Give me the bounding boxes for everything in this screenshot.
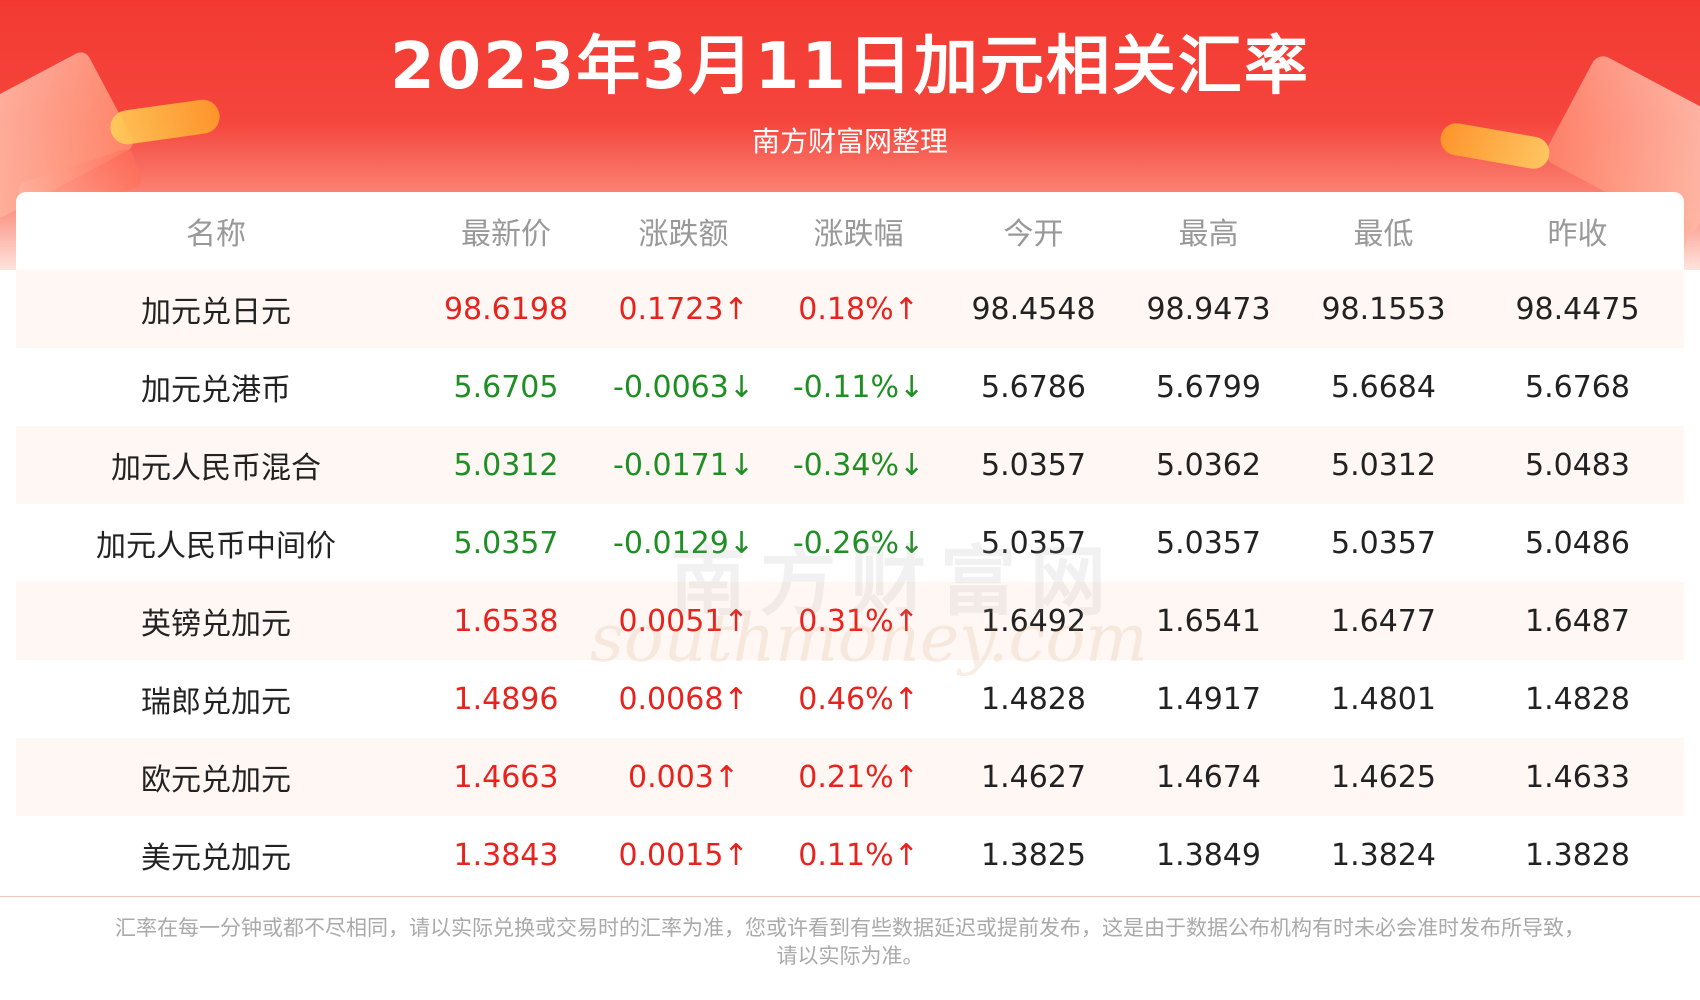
cell-open: 1.3825	[946, 816, 1121, 894]
cell-prev-close: 5.6768	[1471, 348, 1684, 426]
cell-low: 98.1553	[1296, 270, 1471, 348]
cell-high: 5.0362	[1121, 426, 1296, 504]
cell-high: 1.4674	[1121, 738, 1296, 816]
cell-high: 1.4917	[1121, 660, 1296, 738]
cell-prev-close: 1.4633	[1471, 738, 1684, 816]
cell-prev-close: 98.4475	[1471, 270, 1684, 348]
column-header-low: 最低	[1296, 192, 1471, 270]
cell-change-pct: 0.11%↑	[771, 816, 946, 894]
cell-open: 1.4828	[946, 660, 1121, 738]
cell-high: 5.6799	[1121, 348, 1296, 426]
cell-prev-close: 1.3828	[1471, 816, 1684, 894]
cell-change: 0.0068↑	[596, 660, 771, 738]
cell-latest: 1.6538	[416, 582, 596, 660]
cell-change: 0.003↑	[596, 738, 771, 816]
cell-latest: 1.3843	[416, 816, 596, 894]
cell-name: 美元兑加元	[16, 816, 416, 894]
cell-low: 1.4625	[1296, 738, 1471, 816]
cell-low: 5.0312	[1296, 426, 1471, 504]
cell-change: 0.1723↑	[596, 270, 771, 348]
cell-name: 加元人民币混合	[16, 426, 416, 504]
cell-name: 瑞郎兑加元	[16, 660, 416, 738]
cell-name: 加元人民币中间价	[16, 504, 416, 582]
exchange-rate-table: 名称 最新价 涨跌额 涨跌幅 今开 最高 最低 昨收 加元兑日元 98.6198 0…	[16, 192, 1684, 894]
cell-change: -0.0063↓	[596, 348, 771, 426]
table-row: 加元兑日元 98.6198 0.1723↑ 0.18%↑ 98.4548 98.9473 9…	[16, 270, 1684, 348]
cell-low: 1.6477	[1296, 582, 1471, 660]
footer-divider	[0, 896, 1700, 897]
cell-low: 1.4801	[1296, 660, 1471, 738]
page-subtitle: 南方财富网整理	[0, 122, 1700, 162]
cell-high: 1.3849	[1121, 816, 1296, 894]
cell-high: 5.0357	[1121, 504, 1296, 582]
column-header-open: 今开	[946, 192, 1121, 270]
table-row: 瑞郎兑加元 1.4896 0.0068↑ 0.46%↑ 1.4828 1.4917 1.48…	[16, 660, 1684, 738]
column-header-change: 涨跌额	[596, 192, 771, 270]
cell-latest: 98.6198	[416, 270, 596, 348]
cell-latest: 1.4663	[416, 738, 596, 816]
cell-change: -0.0171↓	[596, 426, 771, 504]
cell-change: 0.0051↑	[596, 582, 771, 660]
cell-high: 98.9473	[1121, 270, 1296, 348]
cell-prev-close: 1.6487	[1471, 582, 1684, 660]
cell-low: 5.0357	[1296, 504, 1471, 582]
cell-latest: 5.0357	[416, 504, 596, 582]
cell-change-pct: 0.46%↑	[771, 660, 946, 738]
table-row: 美元兑加元 1.3843 0.0015↑ 0.11%↑ 1.3825 1.3849 1.38…	[16, 816, 1684, 894]
cell-prev-close: 5.0486	[1471, 504, 1684, 582]
cell-open: 1.6492	[946, 582, 1121, 660]
disclaimer: 汇率在每一分钟或都不尽相同，请以实际兑换或交易时的汇率为准，您或许看到有些数据延…	[70, 914, 1630, 970]
cell-change: 0.0015↑	[596, 816, 771, 894]
cell-change-pct: 0.31%↑	[771, 582, 946, 660]
page-title: 2023年3月11日加元相关汇率	[0, 22, 1700, 112]
cell-low: 5.6684	[1296, 348, 1471, 426]
cell-latest: 5.6705	[416, 348, 596, 426]
cell-change-pct: -0.34%↓	[771, 426, 946, 504]
column-header-change-pct: 涨跌幅	[771, 192, 946, 270]
cell-change-pct: 0.18%↑	[771, 270, 946, 348]
column-header-latest: 最新价	[416, 192, 596, 270]
table-header-row: 名称 最新价 涨跌额 涨跌幅 今开 最高 最低 昨收	[16, 192, 1684, 270]
cell-name: 欧元兑加元	[16, 738, 416, 816]
cell-open: 5.0357	[946, 504, 1121, 582]
cell-low: 1.3824	[1296, 816, 1471, 894]
cell-change-pct: -0.11%↓	[771, 348, 946, 426]
column-header-name: 名称	[16, 192, 416, 270]
cell-open: 5.0357	[946, 426, 1121, 504]
cell-open: 1.4627	[946, 738, 1121, 816]
table-row: 英镑兑加元 1.6538 0.0051↑ 0.31%↑ 1.6492 1.6541 1.64…	[16, 582, 1684, 660]
cell-high: 1.6541	[1121, 582, 1296, 660]
cell-prev-close: 1.4828	[1471, 660, 1684, 738]
cell-change-pct: 0.21%↑	[771, 738, 946, 816]
cell-latest: 5.0312	[416, 426, 596, 504]
cell-latest: 1.4896	[416, 660, 596, 738]
table-row: 加元兑港币 5.6705 -0.0063↓ -0.11%↓ 5.6786 5.6799 5.…	[16, 348, 1684, 426]
table-row: 欧元兑加元 1.4663 0.003↑ 0.21%↑ 1.4627 1.4674 1.462…	[16, 738, 1684, 816]
disclaimer-line-1: 汇率在每一分钟或都不尽相同，请以实际兑换或交易时的汇率为准，您或许看到有些数据延…	[70, 914, 1630, 942]
cell-name: 加元兑日元	[16, 270, 416, 348]
table-row: 加元人民币混合 5.0312 -0.0171↓ -0.34%↓ 5.0357 5.0362…	[16, 426, 1684, 504]
cell-change-pct: -0.26%↓	[771, 504, 946, 582]
cell-prev-close: 5.0483	[1471, 426, 1684, 504]
cell-change: -0.0129↓	[596, 504, 771, 582]
column-header-high: 最高	[1121, 192, 1296, 270]
disclaimer-line-2: 请以实际为准。	[70, 942, 1630, 970]
cell-name: 英镑兑加元	[16, 582, 416, 660]
cell-open: 5.6786	[946, 348, 1121, 426]
column-header-prev-close: 昨收	[1471, 192, 1684, 270]
table-row: 加元人民币中间价 5.0357 -0.0129↓ -0.26%↓ 5.0357 5.035…	[16, 504, 1684, 582]
cell-name: 加元兑港币	[16, 348, 416, 426]
cell-open: 98.4548	[946, 270, 1121, 348]
